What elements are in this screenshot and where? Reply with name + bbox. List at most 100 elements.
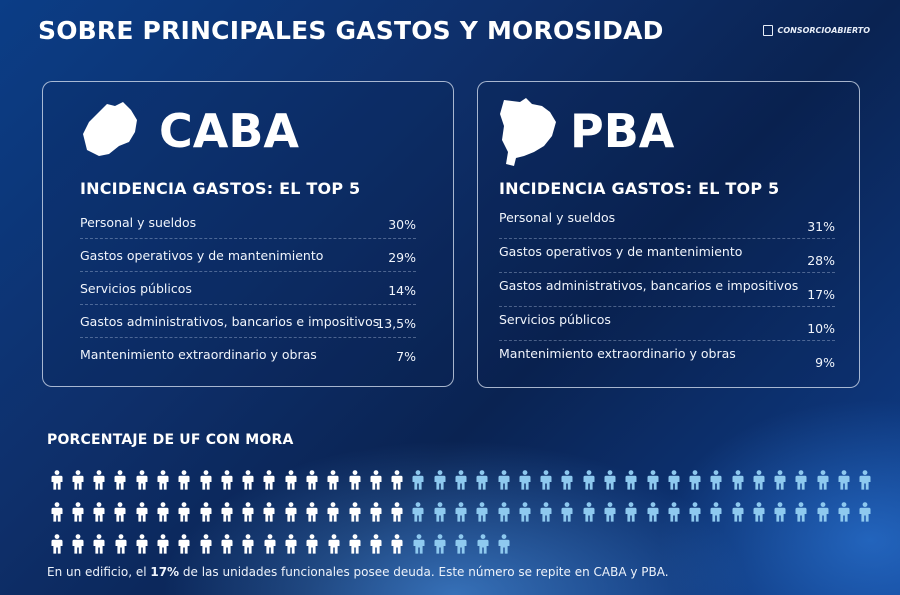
person-icon xyxy=(110,470,131,502)
person-icon xyxy=(238,470,259,502)
person-icon xyxy=(365,470,386,502)
person-icon xyxy=(833,502,854,534)
expense-label: Gastos administrativos, bancarios e impo… xyxy=(80,314,380,329)
person-icon xyxy=(408,470,429,502)
person-icon xyxy=(67,470,88,502)
person-icon xyxy=(727,502,748,534)
person-icon xyxy=(812,470,833,502)
person-icon xyxy=(152,502,173,534)
expense-row: Servicios públicos 14% xyxy=(80,272,416,305)
expense-label: Servicios públicos xyxy=(80,281,192,296)
person-icon xyxy=(514,502,535,534)
brand-name: CONSORCIOABIERTO xyxy=(777,26,870,35)
person-icon xyxy=(195,534,216,566)
footnote: En un edificio, el 17% de las unidades f… xyxy=(47,565,669,579)
person-icon xyxy=(174,470,195,502)
person-icon xyxy=(152,534,173,566)
expense-label: Servicios públicos xyxy=(499,312,611,327)
person-icon xyxy=(174,534,195,566)
person-icon xyxy=(302,534,323,566)
person-icon xyxy=(535,502,556,534)
person-icon xyxy=(89,534,110,566)
person-icon xyxy=(387,534,408,566)
person-icon xyxy=(770,502,791,534)
person-icon xyxy=(429,502,450,534)
person-icon xyxy=(344,534,365,566)
expense-list: Personal y sueldos 30% Gastos operativos y… xyxy=(80,206,416,371)
expense-label: Gastos operativos y de mantenimiento xyxy=(80,248,324,263)
person-icon xyxy=(46,534,67,566)
expense-value: 14% xyxy=(388,283,416,298)
person-icon xyxy=(387,470,408,502)
person-icon xyxy=(429,470,450,502)
person-icon xyxy=(195,502,216,534)
expense-row: Gastos operativos y de mantenimiento 29% xyxy=(80,239,416,272)
expense-row: Gastos operativos y de mantenimiento 28% xyxy=(499,239,835,273)
person-icon xyxy=(706,470,727,502)
expense-label: Mantenimiento extraordinario y obras xyxy=(499,346,736,361)
expense-row: Personal y sueldos 30% xyxy=(80,206,416,239)
person-icon xyxy=(46,470,67,502)
expense-value: 10% xyxy=(807,321,835,336)
expense-label: Personal y sueldos xyxy=(499,210,616,225)
person-icon xyxy=(493,470,514,502)
person-icon xyxy=(131,502,152,534)
expense-value: 17% xyxy=(807,287,835,302)
person-icon xyxy=(748,502,769,534)
section-subtitle: INCIDENCIA GASTOS: EL TOP 5 xyxy=(499,179,780,198)
person-icon xyxy=(280,470,301,502)
expense-list: Personal y sueldos 31% Gastos operativos y… xyxy=(499,205,835,375)
person-icon xyxy=(238,534,259,566)
person-icon xyxy=(429,534,450,566)
footnote-highlight: 17% xyxy=(150,565,180,579)
person-icon xyxy=(748,470,769,502)
expense-value: 30% xyxy=(388,217,416,232)
expense-value: 7% xyxy=(396,349,416,364)
expense-row: Mantenimiento extraordinario y obras 9% xyxy=(499,341,835,375)
person-icon xyxy=(493,534,514,566)
person-icon xyxy=(216,470,237,502)
expense-value: 28% xyxy=(807,253,835,268)
person-icon xyxy=(280,502,301,534)
person-icon xyxy=(833,470,854,502)
expense-row: Gastos administrativos, bancarios e impo… xyxy=(80,305,416,338)
pba-card: PBA INCIDENCIA GASTOS: EL TOP 5 Personal… xyxy=(477,81,860,388)
person-icon xyxy=(727,470,748,502)
person-icon xyxy=(642,502,663,534)
people-pictogram xyxy=(46,470,876,566)
person-icon xyxy=(131,534,152,566)
person-icon xyxy=(344,502,365,534)
person-icon xyxy=(855,470,876,502)
person-icon xyxy=(557,502,578,534)
pba-map-icon xyxy=(500,98,556,166)
person-icon xyxy=(110,502,131,534)
expense-row: Personal y sueldos 31% xyxy=(499,205,835,239)
person-icon xyxy=(706,502,727,534)
expense-row: Servicios públicos 10% xyxy=(499,307,835,341)
person-icon xyxy=(216,502,237,534)
person-icon xyxy=(110,534,131,566)
person-icon xyxy=(535,470,556,502)
person-icon xyxy=(46,502,67,534)
person-icon xyxy=(599,470,620,502)
person-icon xyxy=(684,470,705,502)
person-icon xyxy=(514,470,535,502)
person-icon xyxy=(599,502,620,534)
person-icon xyxy=(770,470,791,502)
person-icon xyxy=(663,502,684,534)
expense-value: 31% xyxy=(807,219,835,234)
person-icon xyxy=(195,470,216,502)
person-icon xyxy=(174,502,195,534)
person-icon xyxy=(259,534,280,566)
person-icon xyxy=(642,470,663,502)
person-icon xyxy=(301,502,322,534)
person-icon xyxy=(450,470,471,502)
person-icon xyxy=(408,534,429,566)
person-icon xyxy=(493,502,514,534)
person-icon xyxy=(67,534,88,566)
person-icon xyxy=(472,502,493,534)
person-icon xyxy=(344,470,365,502)
person-icon xyxy=(301,470,322,502)
person-icon xyxy=(365,502,386,534)
region-name: CABA xyxy=(159,104,300,158)
